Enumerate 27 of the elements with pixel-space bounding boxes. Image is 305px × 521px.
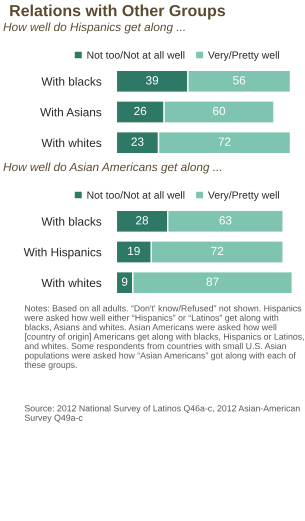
y-tick-label: With whites	[41, 278, 102, 288]
data-label: 9	[122, 277, 128, 286]
data-label: 39	[146, 76, 158, 84]
legend-label: Very/Pretty well	[208, 191, 280, 201]
legend-label: Not too/Not at all well	[87, 191, 184, 199]
y-tick-label: With blacks	[41, 217, 102, 226]
y-tick-label: With Hispanics	[24, 248, 102, 259]
data-label: 28	[136, 216, 148, 224]
y-tick-label: With Asians	[40, 108, 102, 116]
data-label: 72	[218, 137, 230, 146]
chart-subtitle: How well do Hispanics get along ...	[3, 22, 185, 34]
chart-subtitle: How well do Asian Americans get along ...	[3, 162, 222, 174]
data-label: 19	[128, 246, 140, 256]
y-tick-label: With whites	[41, 138, 102, 148]
chart-title: Relations with Other Groups	[10, 4, 226, 20]
data-label: 26	[134, 106, 146, 116]
data-label: 60	[213, 106, 226, 116]
legend-label: Very/Pretty well	[208, 51, 280, 61]
data-label: 87	[206, 277, 219, 286]
source-note: Source: 2012 National Survey of Latinos Q46a-c, 2012 Asian-American Survey Q49a-c	[24, 405, 300, 423]
y-tick-label: With blacks	[41, 77, 102, 86]
data-label: 23	[131, 137, 144, 146]
legend-label: Not too/Not at all well	[87, 51, 184, 59]
data-label: 72	[211, 246, 224, 256]
data-label: 63	[219, 216, 232, 224]
data-label: 56	[233, 76, 246, 84]
text: Notes: Based on all adults. “Don't' know/Refused” not shown. Hispanics were asked how well either “Hispanics” or “Latinos” get along with blacks, Asians and whites. Asian Americans were asked how well [country of origin] Americans get along with blacks, Hispanics or Latinos, and whites. Some respondents from countries with small U.S. Asian populations were asked how “Asian Americans” got along with each of these groups.	[24, 305, 304, 370]
